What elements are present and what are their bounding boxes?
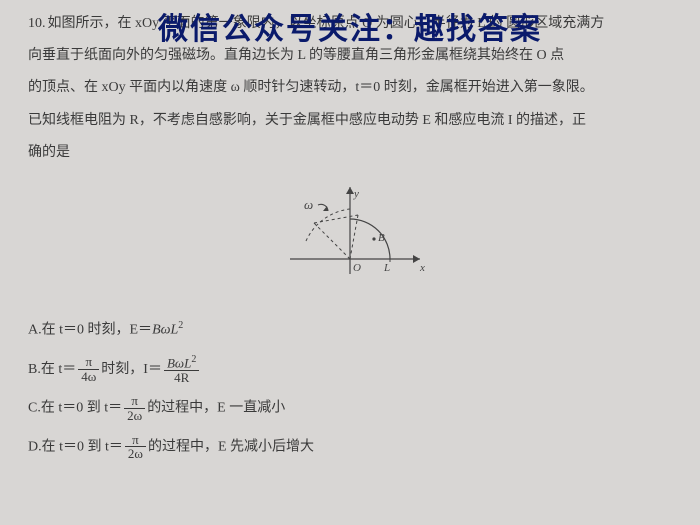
option-b-frac1: π4ω bbox=[78, 355, 99, 383]
option-b-frac2-num-txt: BωL bbox=[167, 355, 191, 370]
option-b-frac2-sup: 2 bbox=[191, 354, 196, 365]
option-a-sup: 2 bbox=[178, 320, 183, 331]
triangle-side-1 bbox=[314, 223, 350, 259]
option-b-prefix: B.在 t＝ bbox=[28, 362, 76, 377]
b-point bbox=[372, 237, 375, 240]
option-b-frac1-num: π bbox=[78, 355, 99, 370]
option-c: C.在 t＝0 到 t＝π2ω的过程中，E 一直减小 bbox=[28, 394, 672, 422]
y-label: y bbox=[353, 188, 359, 200]
option-a: A.在 t＝0 时刻，E＝BωL2 bbox=[28, 316, 672, 345]
option-b: B.在 t＝π4ω时刻，I＝BωL24R bbox=[28, 355, 672, 385]
option-a-prefix: A.在 t＝0 时刻，E＝ bbox=[28, 323, 152, 338]
x-label: x bbox=[419, 262, 425, 274]
option-c-frac: π2ω bbox=[124, 394, 145, 422]
option-b-frac2-num: BωL2 bbox=[164, 355, 199, 371]
rotation-arc bbox=[306, 209, 350, 241]
option-d-frac: π2ω bbox=[125, 433, 146, 461]
option-b-mid: 时刻，I＝ bbox=[101, 362, 162, 377]
stem-line-5: 确的是 bbox=[28, 145, 70, 160]
option-b-frac2-den: 4R bbox=[164, 371, 199, 385]
option-b-frac1-den: 4ω bbox=[78, 370, 99, 384]
question-block: 10.如图所示，在 xOy 平面的第一象限内，以坐标原点 O 为圆心、半径为 L… bbox=[0, 0, 700, 461]
question-stem: 10.如图所示，在 xOy 平面的第一象限内，以坐标原点 O 为圆心、半径为 L… bbox=[28, 8, 672, 169]
stem-line-1: 如图所示，在 xOy 平面的第一象限内，以坐标原点 O 为圆心、半径为 L 的 … bbox=[48, 16, 605, 31]
figure-container: B ω y x O L bbox=[28, 179, 672, 302]
option-c-frac-num: π bbox=[124, 394, 145, 409]
stem-line-2: 向垂直于纸面向外的匀强磁场。直角边长为 L 的等腰直角三角形金属框绕其始终在 O… bbox=[28, 48, 564, 63]
omega-label: ω bbox=[304, 197, 313, 212]
o-label: O bbox=[353, 262, 361, 274]
omega-arrow-head bbox=[323, 206, 328, 211]
y-axis-arrow bbox=[346, 187, 354, 194]
option-c-frac-den: 2ω bbox=[124, 409, 145, 423]
stem-line-4: 已知线框电阻为 R，不考虑自感影响，关于金属框中感应电动势 E 和感应电流 I … bbox=[28, 113, 586, 128]
option-b-frac2: BωL24R bbox=[164, 355, 199, 385]
x-axis-arrow bbox=[413, 255, 420, 263]
option-d: D.在 t＝0 到 t＝π2ω的过程中，E 先减小后增大 bbox=[28, 433, 672, 461]
option-d-prefix: D.在 t＝0 到 t＝ bbox=[28, 439, 123, 454]
option-c-prefix: C.在 t＝0 到 t＝ bbox=[28, 401, 122, 416]
option-a-expr: BωL bbox=[152, 323, 178, 338]
option-d-frac-num: π bbox=[125, 433, 146, 448]
b-label: B bbox=[378, 232, 385, 244]
triangle-side-3 bbox=[350, 215, 358, 259]
option-d-suffix: 的过程中，E 先减小后增大 bbox=[148, 439, 314, 454]
stem-line-3: 的顶点、在 xOy 平面内以角速度 ω 顺时针匀速转动，t＝0 时刻，金属框开始… bbox=[28, 80, 594, 95]
l-label: L bbox=[383, 262, 390, 274]
question-number: 10. bbox=[28, 16, 46, 31]
options-list: A.在 t＝0 时刻，E＝BωL2 B.在 t＝π4ω时刻，I＝BωL24R C… bbox=[28, 316, 672, 461]
option-c-suffix: 的过程中，E 一直减小 bbox=[147, 401, 285, 416]
option-d-frac-den: 2ω bbox=[125, 447, 146, 461]
physics-diagram: B ω y x O L bbox=[270, 179, 430, 289]
